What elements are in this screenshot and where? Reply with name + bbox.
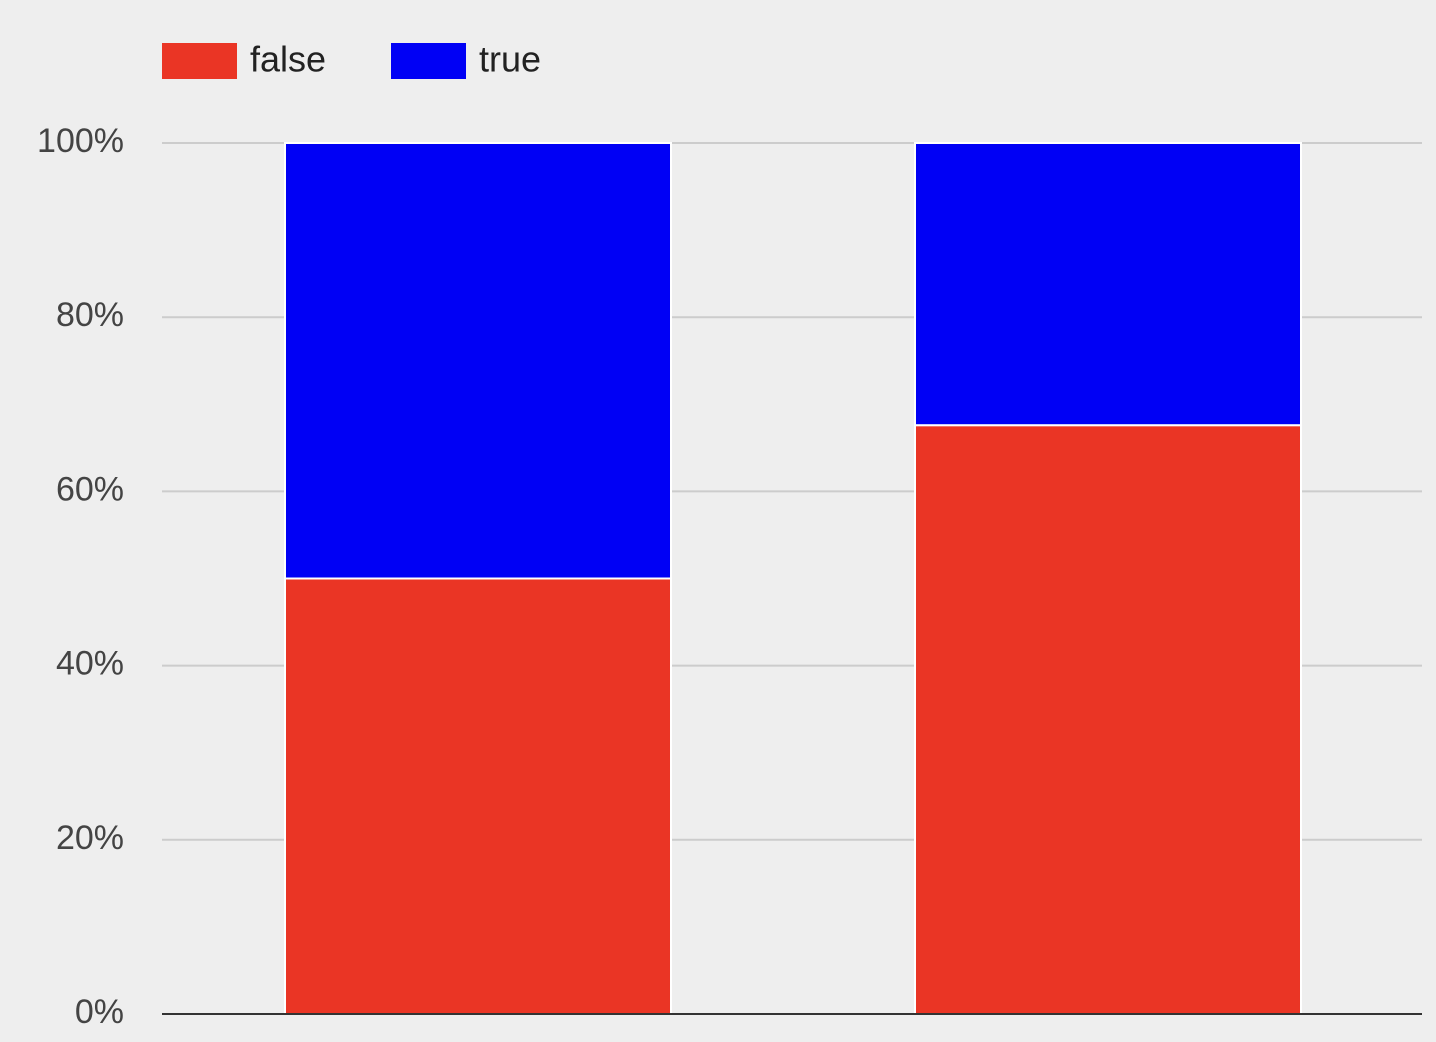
axes: 0% 20% 40% 60% 80% 100%: [37, 122, 1422, 1031]
legend-label-false: false: [250, 39, 326, 80]
bar-segment-true-2: [914, 142, 1302, 427]
y-tick-label: 80%: [56, 296, 124, 334]
legend-label-true: true: [479, 39, 541, 80]
y-tick-label: 60%: [56, 470, 124, 508]
bar-segment-false-2: [914, 424, 1302, 1016]
bar-segment-false-1: [284, 577, 672, 1015]
legend-swatch-false: [162, 43, 237, 79]
bar-segment-true-1: [284, 142, 672, 580]
y-tick-label: 40%: [56, 645, 124, 683]
y-tick-label: 0%: [75, 993, 124, 1031]
y-tick-label: 100%: [37, 122, 124, 160]
legend-swatch-true: [391, 43, 466, 79]
legend: false true: [162, 39, 541, 80]
bars: [284, 142, 1302, 1016]
y-tick-label: 20%: [56, 819, 124, 857]
